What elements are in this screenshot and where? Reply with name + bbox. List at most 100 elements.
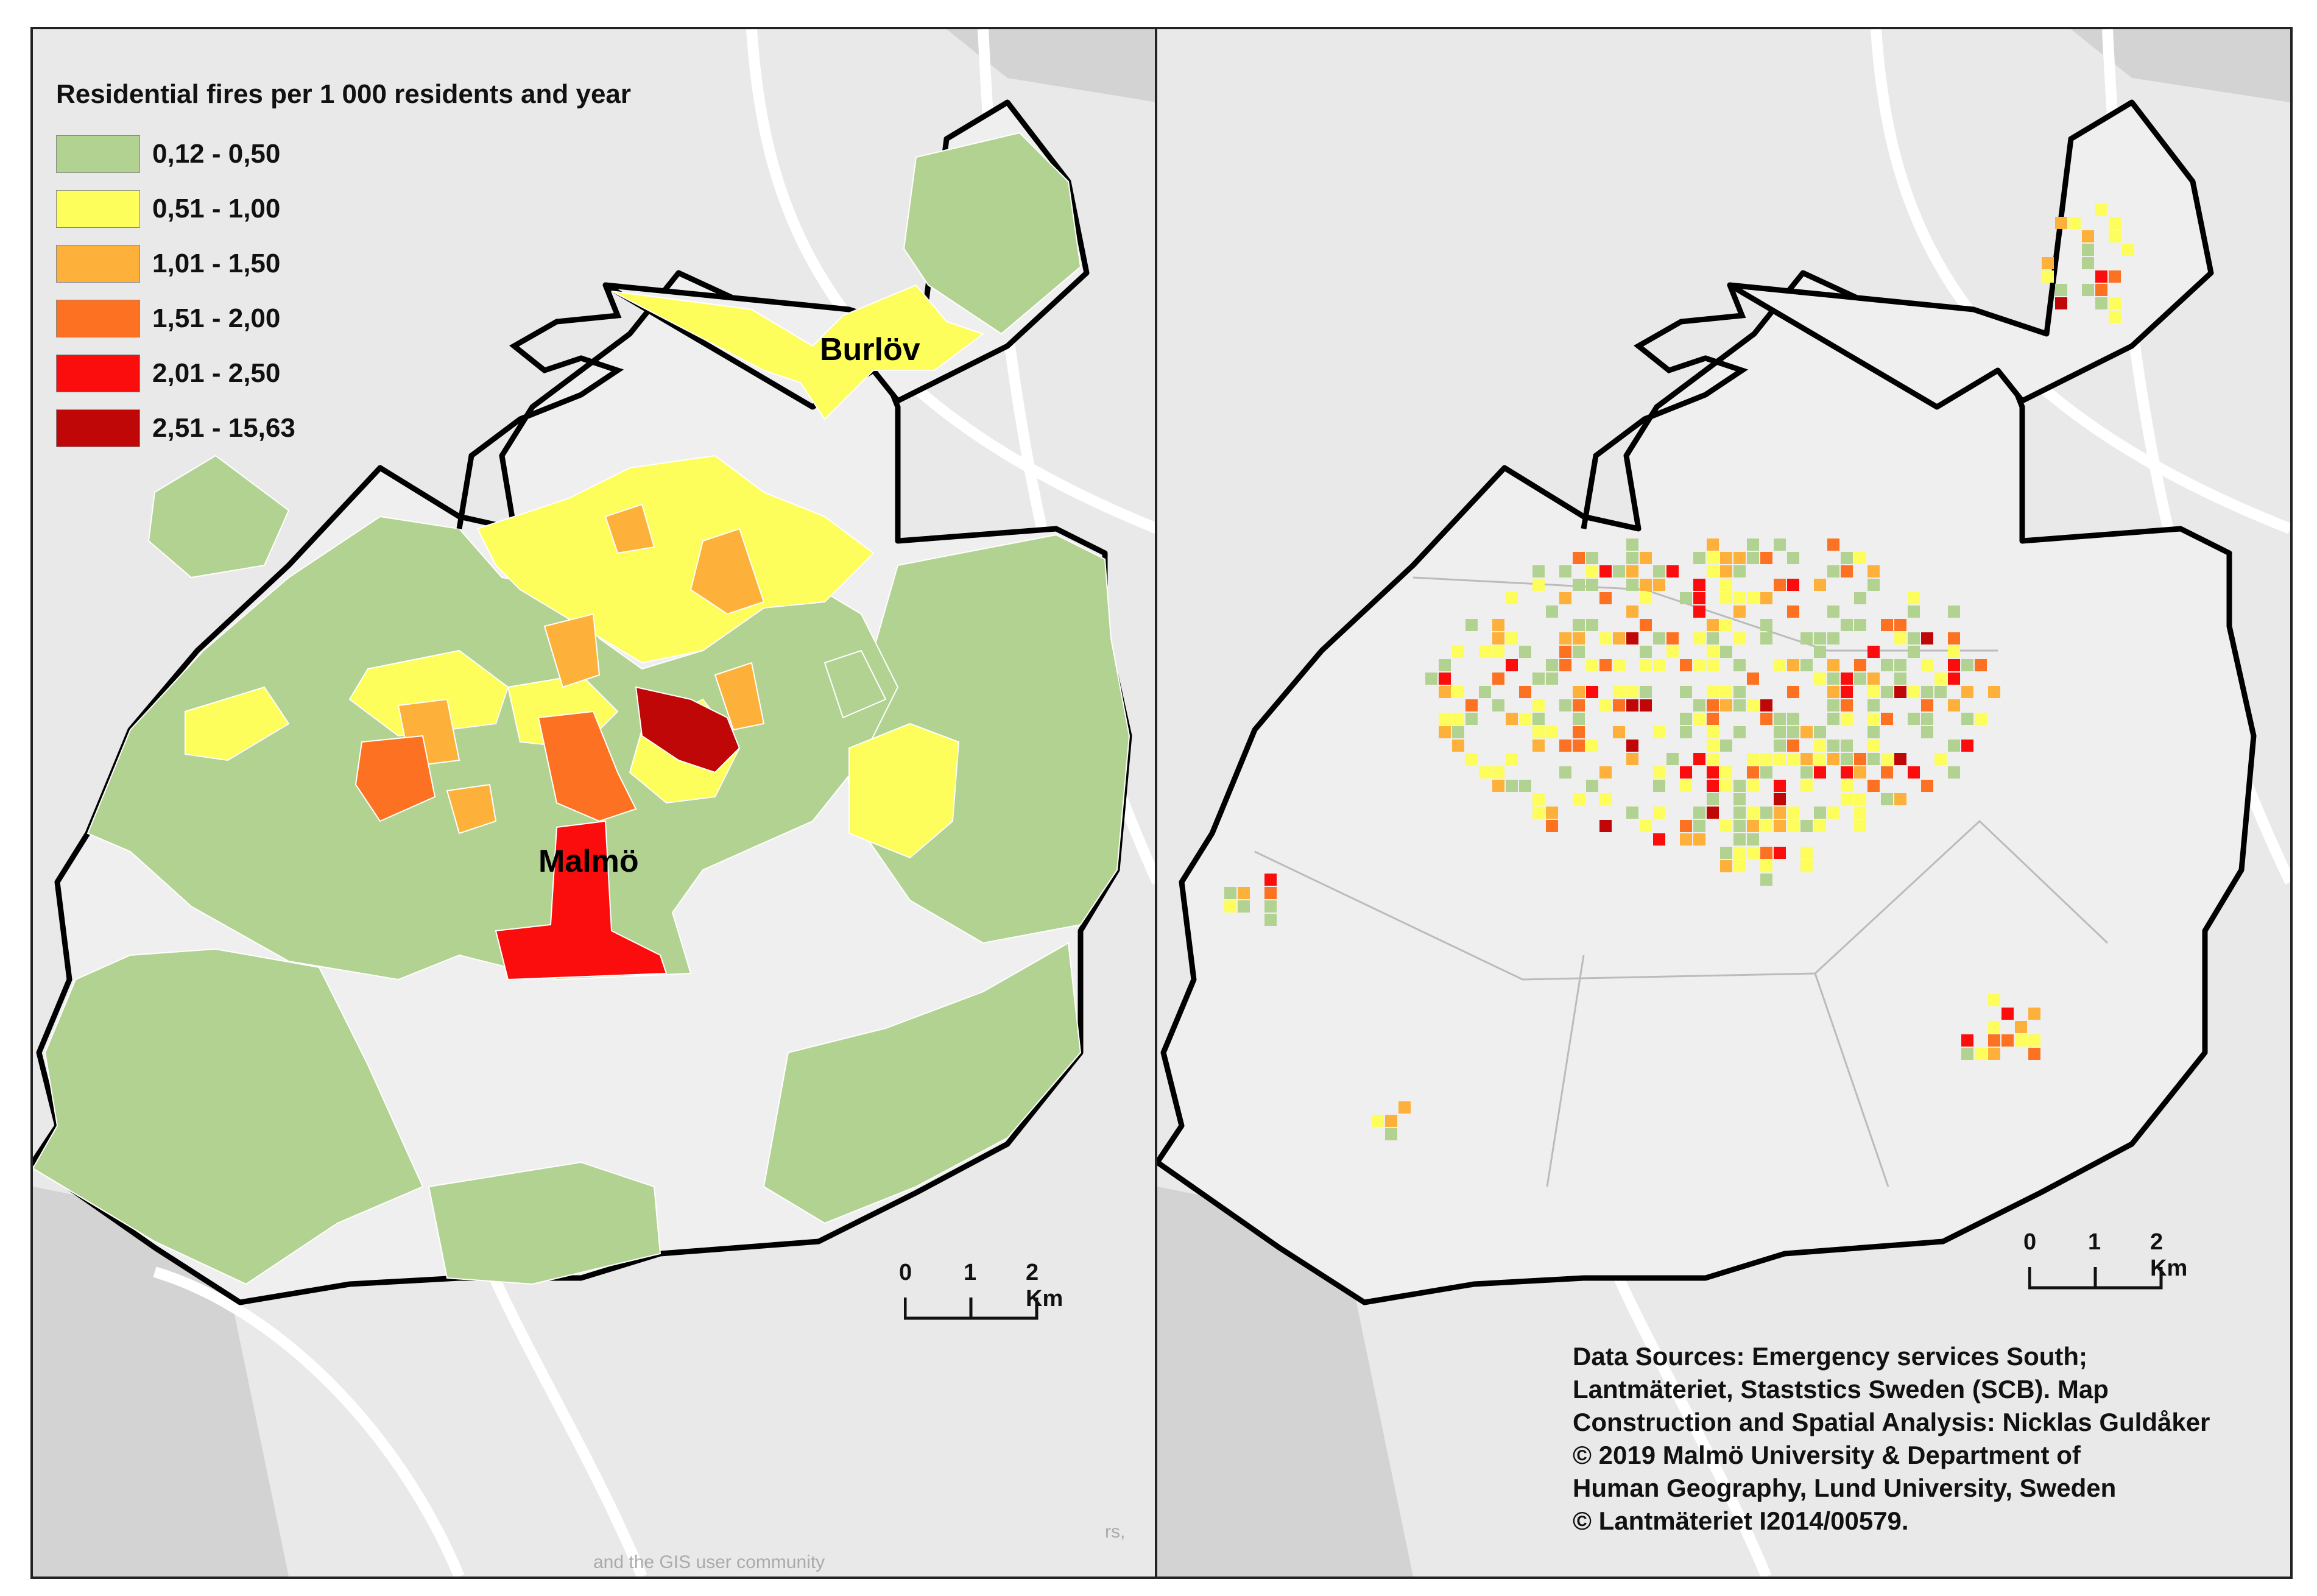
grid-cell	[1398, 1101, 1411, 1114]
grid-cell	[1787, 807, 1799, 819]
grid-cell	[1492, 780, 1504, 792]
grid-cell	[1720, 686, 1732, 698]
grid-cell	[1720, 820, 1732, 832]
grid-cell	[1800, 753, 1813, 765]
grid-cell	[1921, 713, 1933, 725]
grid-cell	[1841, 686, 1853, 698]
grid-cell	[2082, 230, 2094, 242]
grid-cell	[1720, 699, 1732, 711]
grid-cell	[1653, 632, 1665, 644]
grid-cell	[1506, 753, 1518, 765]
grid-cell	[1707, 793, 1719, 805]
grid-cell	[1720, 619, 1732, 631]
legend-swatch	[56, 245, 140, 283]
grid-cell	[1452, 740, 1464, 752]
grid-cell	[1640, 592, 1652, 604]
grid-cell	[1881, 766, 1893, 779]
grid-cell	[1827, 632, 1839, 644]
grid-cell	[1613, 726, 1625, 738]
grid-cell	[1814, 673, 1826, 685]
grid-cell	[1693, 833, 1705, 846]
grid-cell	[1854, 592, 1866, 604]
grid-cell	[1707, 740, 1719, 752]
grid-cell	[1800, 820, 1813, 832]
grid-cell	[1372, 1115, 1384, 1127]
grid-cell	[1385, 1128, 1397, 1140]
grid-cell	[1827, 606, 1839, 618]
grid-cell	[1827, 699, 1839, 711]
grid-cell	[1881, 753, 1893, 765]
scale-bar: 0 1 2 Km	[899, 1260, 1063, 1327]
grid-cell	[1760, 699, 1772, 711]
grid-cell	[1867, 740, 1880, 752]
grid-cell	[1640, 646, 1652, 658]
grid-cell	[1774, 579, 1786, 591]
grid-cell	[1814, 766, 1826, 779]
grid-cell	[1626, 632, 1638, 644]
grid-cell	[1921, 699, 1933, 711]
grid-cell	[1506, 780, 1518, 792]
grid-cell	[1599, 793, 1612, 805]
grid-cell	[1640, 659, 1652, 671]
grid-cell	[1492, 619, 1504, 631]
grid-cell	[1787, 579, 1799, 591]
grid-cell	[1881, 793, 1893, 805]
grid-cell	[1626, 740, 1638, 752]
grid-cell	[1506, 659, 1518, 671]
grid-cell	[1519, 713, 1531, 725]
grid-cell	[1452, 646, 1464, 658]
grid-cell	[1934, 673, 1947, 685]
grid-cell	[1774, 740, 1786, 752]
grid-cell	[1720, 860, 1732, 872]
grid-cell	[1640, 686, 1652, 698]
grid-cell	[1492, 766, 1504, 779]
grid-cell	[1908, 686, 1920, 698]
legend-label: 0,51 - 1,00	[152, 194, 281, 224]
grid-cell	[1693, 579, 1705, 591]
grid-cell	[1894, 673, 1906, 685]
grid-cell	[1988, 994, 2000, 1006]
grid-cell	[1693, 820, 1705, 832]
grid-cell	[1733, 565, 1746, 577]
grid-cell	[1827, 565, 1839, 577]
grid-cell	[1532, 673, 1545, 685]
grid-cell	[2109, 230, 2121, 242]
grid-cell	[1532, 807, 1545, 819]
legend-item: 2,01 - 2,50	[56, 346, 631, 401]
map-legend: Residential fires per 1 000 residents an…	[56, 79, 631, 456]
legend-label: 2,51 - 15,63	[152, 413, 295, 443]
grid-cell	[2082, 244, 2094, 256]
grid-cell	[1599, 632, 1612, 644]
grid-cell	[1693, 632, 1705, 644]
grid-cell	[1800, 726, 1813, 738]
grid-cell	[1747, 552, 1759, 564]
grid-cell	[1680, 713, 1692, 725]
grid-cell	[1814, 579, 1826, 591]
grid-cell	[1733, 632, 1746, 644]
legend-swatch	[56, 135, 140, 173]
grid-cell	[1948, 673, 1960, 685]
grid-cell	[1827, 740, 1839, 752]
grid-cell	[1774, 726, 1786, 738]
grid-cell	[1707, 699, 1719, 711]
grid-cell	[1720, 780, 1732, 792]
grid-cell	[1559, 766, 1571, 779]
grid-cell	[1707, 766, 1719, 779]
grid-cell	[1867, 646, 1880, 658]
grid-cell	[1680, 780, 1692, 792]
grid-cell	[1934, 753, 1947, 765]
place-label-malmo: Malmö	[538, 844, 639, 879]
grid-cell	[1948, 766, 1960, 779]
grid-cell	[1908, 632, 1920, 644]
grid-cell	[1680, 726, 1692, 738]
grid-cell	[1921, 659, 1933, 671]
grid-cell	[1760, 820, 1772, 832]
grid-cell	[1680, 659, 1692, 671]
grid-cell	[1975, 713, 1987, 725]
grid-cell	[1599, 659, 1612, 671]
grid-cell-map-panel: 0 1 2 Km Data Sources: Emergency service…	[1155, 27, 2293, 1579]
grid-cell	[1814, 632, 1826, 644]
grid-cell	[1653, 726, 1665, 738]
grid-cell	[1546, 659, 1558, 671]
legend-item: 2,51 - 15,63	[56, 401, 631, 456]
